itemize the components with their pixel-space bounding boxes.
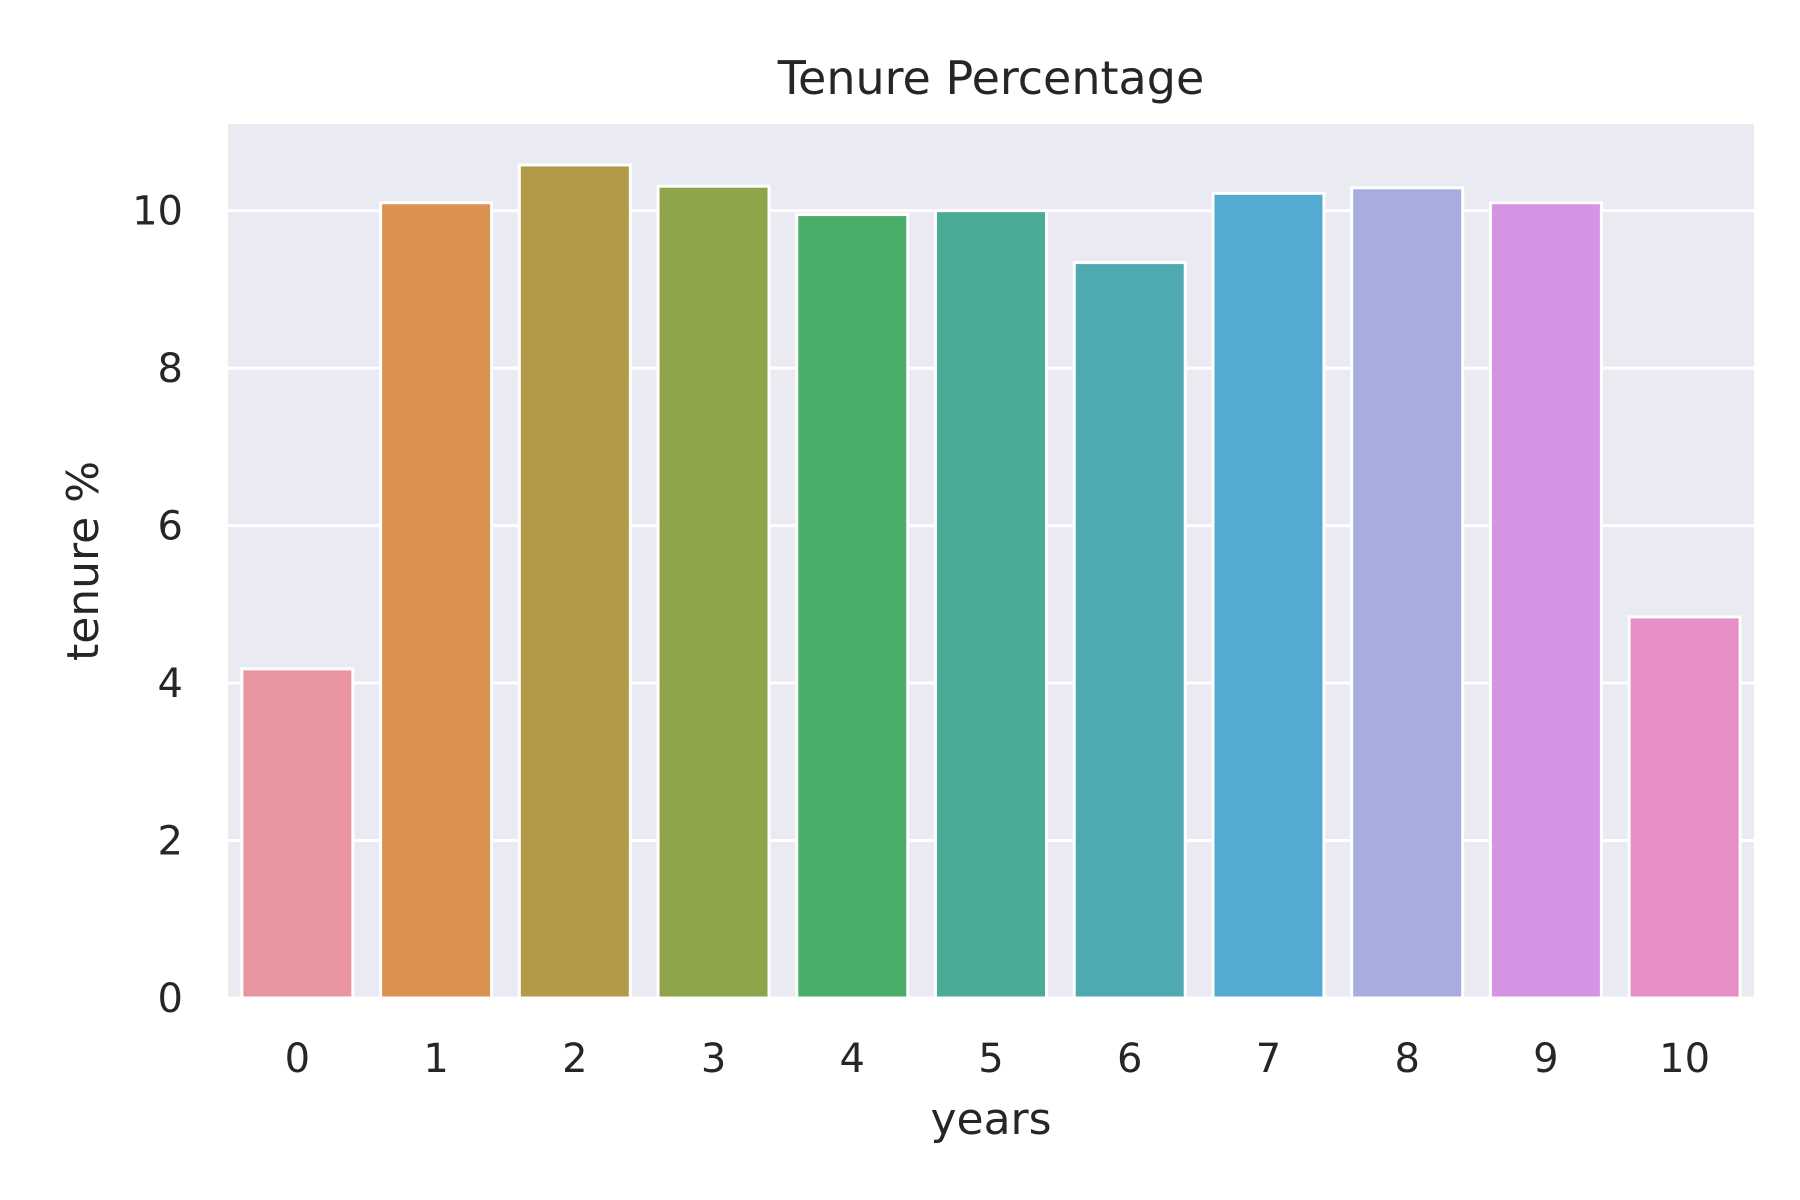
y-tick-label: 2	[158, 819, 183, 865]
y-axis-label: tenure %	[58, 461, 109, 661]
x-tick-label: 9	[1533, 1036, 1558, 1082]
x-tick-label: 5	[978, 1036, 1003, 1082]
x-tick-label: 2	[562, 1036, 587, 1082]
x-tick-label: 6	[1117, 1036, 1142, 1082]
x-tick-label: 10	[1659, 1036, 1710, 1082]
x-tick-label: 8	[1394, 1036, 1419, 1082]
y-tick-label: 0	[158, 976, 183, 1022]
y-tick-label: 10	[132, 189, 183, 235]
bar-7	[1211, 191, 1326, 1000]
y-tick-labels: 0 2 4 6 8 10	[132, 189, 183, 1022]
chart-title: Tenure Percentage	[777, 51, 1205, 105]
bar-5	[934, 209, 1048, 1000]
x-tick-label: 3	[701, 1036, 726, 1082]
y-tick-label: 6	[158, 504, 183, 550]
bars	[240, 163, 1742, 1000]
bar-3	[656, 184, 771, 1000]
bar-2	[517, 163, 632, 1000]
bar-8	[1350, 186, 1465, 1000]
x-tick-label: 1	[423, 1036, 448, 1082]
bar-1	[379, 201, 494, 1000]
x-tick-labels: 0 1 2 3 4 5 6 7 8 9 10	[285, 1036, 1710, 1082]
bar-4	[795, 213, 910, 1000]
x-tick-label: 4	[840, 1036, 865, 1082]
bar-6	[1072, 261, 1187, 1000]
bar-10	[1627, 615, 1742, 1000]
y-tick-label: 8	[158, 346, 183, 392]
x-axis-label: years	[930, 1094, 1051, 1145]
y-tick-label: 4	[158, 661, 183, 707]
x-tick-label: 7	[1256, 1036, 1281, 1082]
bar-0	[240, 667, 355, 1000]
bar-9	[1488, 201, 1603, 1000]
x-tick-label: 0	[285, 1036, 310, 1082]
